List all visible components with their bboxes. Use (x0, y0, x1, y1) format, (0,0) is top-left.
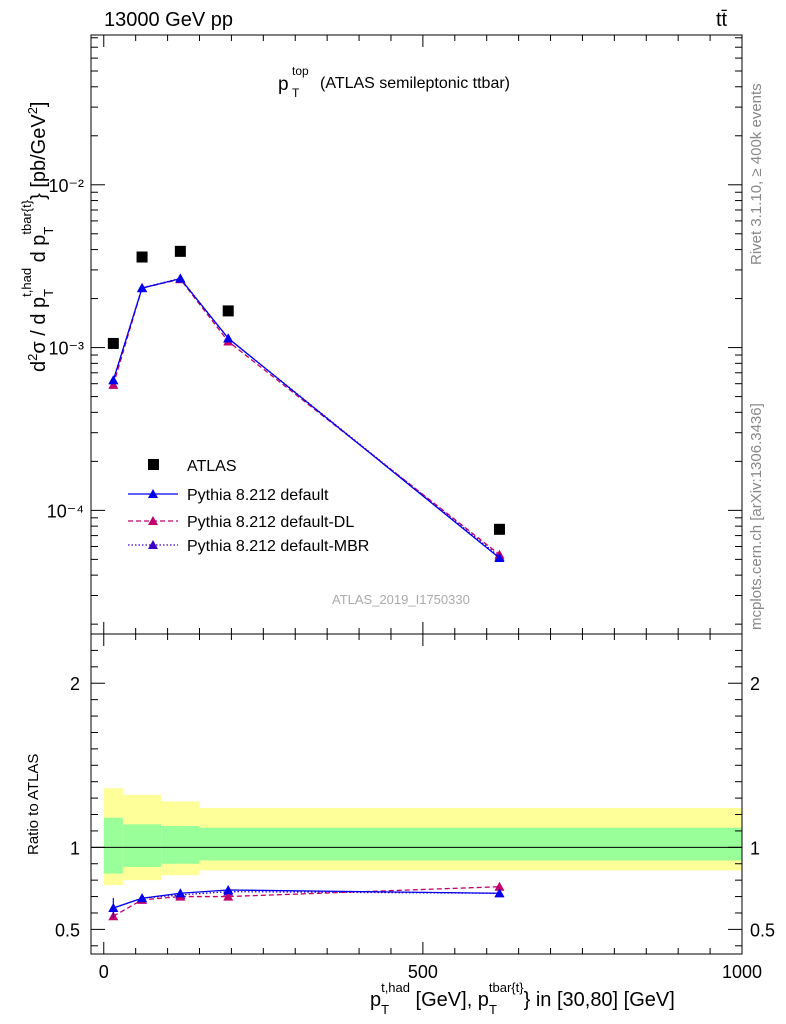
data-point-atlas (493, 523, 505, 535)
y-tick-label-lower-right: 2 (750, 674, 760, 694)
legend-label-atlas: ATLAS (187, 458, 237, 475)
ratio-point-dl (494, 881, 505, 891)
svg-text:d2σ / d pTt,had d pTtbar{t}} [: d2σ / d pTt,had d pTtbar{t}} [pb/GeV2] (19, 102, 56, 373)
data-point-atlas (107, 337, 119, 349)
svg-text:pTt,had [GeV], pTtbar{t}} in [: pTt,had [GeV], pTtbar{t}} in [30,80] [Ge… (370, 980, 675, 1017)
analysis-watermark: ATLAS_2019_I1750330 (332, 592, 470, 607)
y-axis-label-upper: d2σ / d pTt,had d pTtbar{t}} [pb/GeV2] (19, 102, 56, 373)
y-axis-label-lower: Ratio to ATLAS (25, 754, 42, 855)
data-point-atlas (222, 305, 234, 317)
data-point-default (108, 375, 119, 385)
data-point-default (175, 273, 186, 283)
data-point-default (137, 283, 148, 293)
plot-title: (ATLAS semileptonic ttbar) (320, 75, 510, 92)
ratio-point-default (223, 885, 234, 894)
uncertainty-band-inner (122, 824, 162, 868)
legend: ATLAS Pythia 8.212 default Pythia 8.212 … (128, 458, 369, 555)
x-tick-label: 1000 (722, 962, 762, 982)
ratio-point-default (175, 888, 186, 898)
ratio-line-default (113, 889, 500, 909)
data-point-default (223, 333, 234, 343)
y-tick-label-lower: 2 (70, 674, 80, 694)
uncertainty-band-inner (199, 827, 742, 861)
x-tick-label: 0 (99, 962, 109, 982)
plot-title-sub: T (292, 86, 300, 100)
data-point-dl (108, 379, 119, 389)
y-tick-label-lower: 0.5 (55, 920, 80, 940)
legend-label-dl: Pythia 8.212 default-DL (187, 514, 354, 531)
legend-label-default: Pythia 8.212 default (187, 487, 329, 504)
x-tick-label: 500 (408, 962, 438, 982)
y-tick-label-lower-right: 0.5 (750, 920, 775, 940)
ratio-line-dl (113, 886, 500, 917)
y-tick-label-lower-right: 1 (750, 838, 760, 858)
lower-frame (90, 633, 743, 955)
data-point-default (494, 552, 505, 562)
legend-label-mbr: Pythia 8.212 default-MBR (187, 538, 369, 555)
y-tick-label-lower: 1 (70, 838, 80, 858)
data-point-atlas (136, 251, 148, 263)
plot-title-p: p (278, 74, 289, 95)
mcplots-label: mcplots.cern.ch [arXiv:1306.3436] (748, 403, 765, 630)
data-point-atlas (174, 245, 186, 257)
legend-mbr-marker (148, 540, 158, 549)
legend-default-marker (148, 489, 158, 498)
y-tick-label-upper: 10⁻² (48, 176, 84, 196)
ratio-line-mbr (113, 890, 500, 909)
plot-title-sup: top (292, 64, 309, 78)
rivet-label: Rivet 3.1.10, ≥ 400k events (748, 83, 765, 265)
ratio-point-default (494, 888, 505, 898)
lower-panel: 0 500 1000 0.5 0.5 1 1 2 2 (55, 633, 775, 982)
uncertainty-band-inner (161, 826, 200, 864)
legend-atlas-marker (148, 459, 159, 470)
energy-label: 13000 GeV pp (104, 9, 233, 31)
process-label: tt̄ (716, 9, 728, 31)
y-tick-label-upper: 10⁻³ (48, 339, 84, 359)
legend-dl-marker (148, 516, 158, 525)
ratio-point-dl (223, 891, 234, 901)
x-axis-label: pTt,had [GeV], pTtbar{t}} in [30,80] [Ge… (370, 980, 675, 1017)
uncertainty-band-inner (103, 817, 123, 874)
ratio-point-default (137, 893, 148, 903)
y-tick-label-upper: 10⁻⁴ (47, 501, 84, 521)
upper-panel: 10⁻⁴ 10⁻³ 10⁻² p top T (ATLAS semileptonic… (47, 34, 743, 954)
